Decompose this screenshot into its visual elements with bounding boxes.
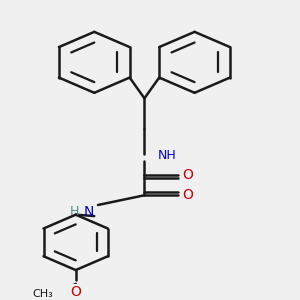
Text: CH₃: CH₃ xyxy=(32,289,53,298)
Text: H: H xyxy=(70,206,80,218)
Text: O: O xyxy=(182,188,193,202)
Text: O: O xyxy=(182,167,193,182)
Text: O: O xyxy=(70,285,81,299)
Text: NH: NH xyxy=(158,148,176,162)
Text: N: N xyxy=(84,205,94,219)
